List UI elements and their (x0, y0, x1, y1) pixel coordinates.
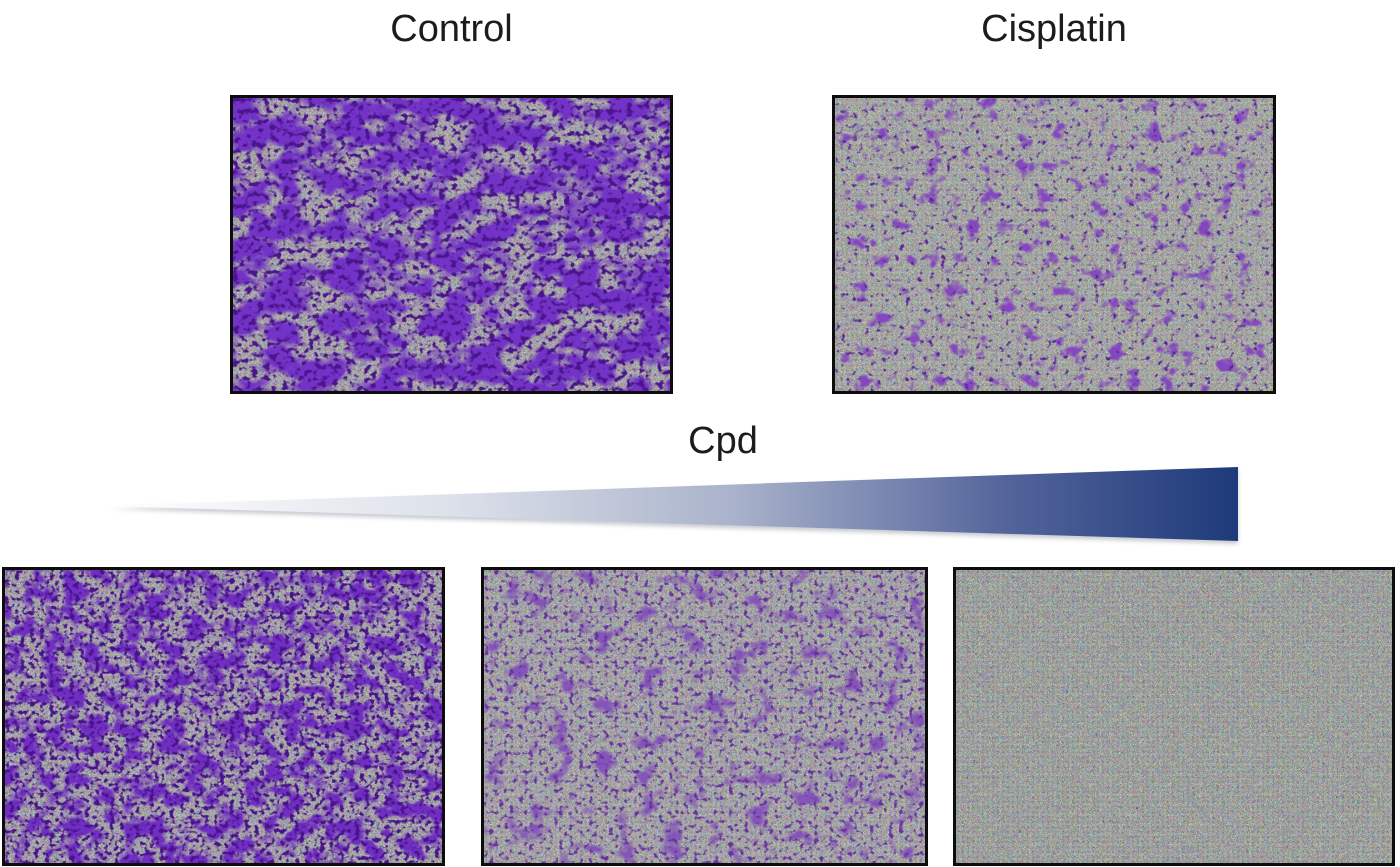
micrograph-cisplatin (832, 95, 1276, 394)
micrograph-cpd-dose-2 (481, 567, 928, 866)
control-label: Control (390, 8, 513, 50)
cpd-gradient-triangle (110, 467, 1238, 541)
cpd-label: Cpd (688, 420, 758, 462)
micrograph-cpd-dose-1 (2, 567, 445, 866)
micrograph-cpd-dose-3 (953, 567, 1395, 866)
cisplatin-label: Cisplatin (981, 8, 1127, 50)
micrograph-control (230, 95, 673, 394)
